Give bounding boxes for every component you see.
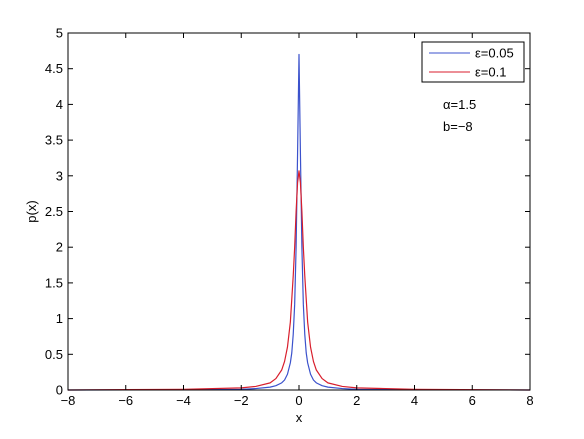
- x-tick-label: 8: [526, 393, 533, 408]
- x-tick-label: 4: [411, 393, 418, 408]
- y-tick-label: 4.5: [45, 61, 63, 76]
- x-axis-label: x: [296, 410, 303, 425]
- y-tick-label: 2: [56, 240, 63, 255]
- y-tick-label: 3.5: [45, 133, 63, 148]
- legend-label-eps-0.1: ε=0.1: [475, 65, 506, 80]
- legend-box: [421, 41, 525, 83]
- y-tick-label: 4: [56, 97, 63, 112]
- y-tick-label: 3: [56, 168, 63, 183]
- y-tick-label: 5: [56, 26, 63, 41]
- y-tick-label: 2.5: [45, 204, 63, 219]
- y-axis-label: p(x): [24, 200, 39, 222]
- legend: ε=0.05 ε=0.1: [421, 41, 525, 83]
- x-tick-label: −6: [118, 393, 133, 408]
- y-tick-label: 1.5: [45, 275, 63, 290]
- y-tick-label: 0: [56, 383, 63, 398]
- legend-label-eps-0.05: ε=0.05: [475, 46, 514, 61]
- x-tick-label: −2: [234, 393, 249, 408]
- series-line-0: [67, 53, 531, 391]
- x-tick-label: 2: [353, 393, 360, 408]
- x-tick-label: −8: [61, 393, 76, 408]
- x-tick-label: −4: [176, 393, 191, 408]
- annotation-alpha: α=1.5: [443, 97, 476, 112]
- y-tick-label: 1: [56, 311, 63, 326]
- x-tick-label: 0: [295, 393, 302, 408]
- tick-layer: −8 −6 −4 −2 0 2 4 6 8 0 0.5 1 1.5 2 2.5 3 3.5 4 4.5 5: [45, 26, 534, 409]
- series-line-1: [67, 170, 531, 391]
- annotation-b: b=−8: [443, 119, 473, 134]
- y-tick-label: 0.5: [45, 347, 63, 362]
- series-layer: [67, 53, 531, 391]
- x-tick-label: 6: [469, 393, 476, 408]
